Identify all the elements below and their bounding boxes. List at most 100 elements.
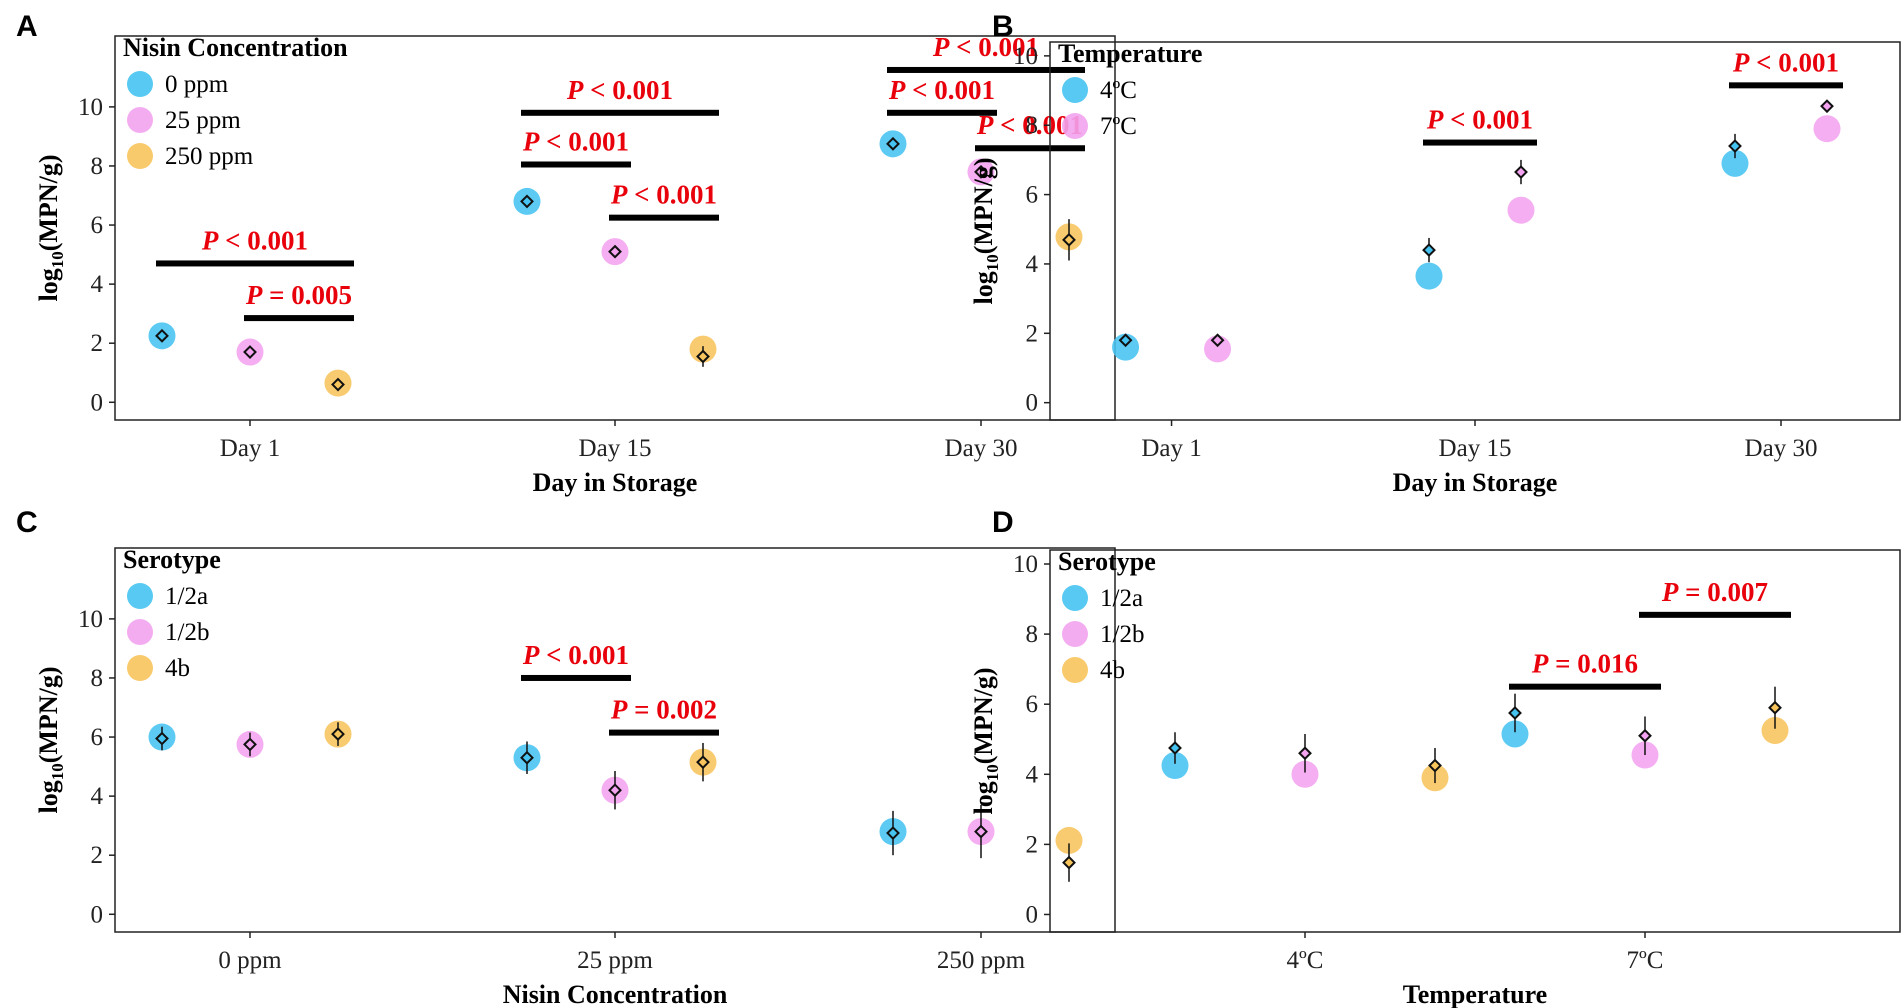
significance-bar	[1729, 82, 1843, 89]
panel-c: C 0 2 4 6 8 10 0 ppm 25 ppm 250 ppm Nisin Concentr…	[16, 506, 1116, 1008]
mean-diamond	[1422, 243, 1436, 257]
y-tick-label: 6	[91, 212, 104, 239]
legend-entry: 1/2a	[1100, 585, 1143, 612]
mean-diamond	[1062, 855, 1076, 870]
y-axis-title: log10(MPN/g)	[969, 668, 1002, 815]
x-tick-label: Day 1	[1141, 435, 1201, 462]
mean-diamond	[1062, 232, 1076, 247]
legend: Serotype 1/2a 1/2b 4b	[1058, 547, 1156, 684]
data-point	[1761, 716, 1789, 744]
x-tick-label: 0 ppm	[218, 947, 282, 974]
significance-bar	[521, 674, 631, 681]
y-tick-label: 4	[91, 271, 104, 298]
legend-marker	[127, 143, 153, 169]
x-axis-title: Day in Storage	[533, 468, 698, 497]
y-tick-label: 8	[91, 665, 104, 692]
y-tick-label: 10	[1013, 43, 1038, 70]
significance-bar	[521, 161, 631, 168]
data-point	[1161, 752, 1189, 780]
legend-title: Serotype	[123, 545, 221, 574]
x-tick-label: Day 1	[220, 435, 280, 462]
legend-marker	[127, 583, 153, 609]
legend-title: Temperature	[1058, 39, 1202, 68]
significance-label: P = 0.005	[245, 280, 352, 310]
significance-label: P = 0.007	[1661, 577, 1768, 607]
y-tick-label: 2	[91, 330, 104, 357]
legend-title: Serotype	[1058, 547, 1156, 576]
y-tick-label: 6	[91, 724, 104, 751]
legend-entry: 7ºC	[1100, 113, 1137, 140]
x-axis-title: Temperature	[1403, 980, 1547, 1008]
significance-bar	[887, 66, 1085, 73]
mean-diamond	[886, 826, 900, 840]
x-tick-label: Day 30	[1745, 435, 1818, 462]
panel-d: D 0 2 4 6 8 10 4ºC 7ºC Temperature log10(MPN/g) Ser…	[969, 506, 1901, 1008]
y-tick-label: 10	[1013, 551, 1038, 578]
y-axis-title: log10(MPN/g)	[34, 155, 67, 302]
y-tick-label: 10	[78, 94, 103, 121]
plot-frame	[1049, 549, 1901, 933]
x-tick-label: Day 30	[945, 435, 1018, 462]
mean-diamond	[1514, 165, 1528, 179]
mean-diamond	[155, 731, 169, 746]
data-point	[1112, 333, 1140, 361]
data-point	[1291, 760, 1319, 788]
mean-diamond	[974, 824, 988, 839]
mean-diamond	[974, 164, 988, 179]
legend-entry: 4b	[165, 655, 190, 682]
panel-letter: D	[992, 506, 1014, 539]
mean-diamond	[1508, 706, 1522, 720]
panel-letter: A	[16, 10, 38, 43]
data-point	[1721, 149, 1749, 177]
mean-diamond	[1768, 700, 1782, 715]
significance-label: P < 0.001	[1732, 47, 1839, 77]
mean-diamond	[520, 194, 534, 209]
x-tick-label: 250 ppm	[937, 947, 1026, 974]
legend-marker	[1062, 77, 1088, 103]
legend-marker	[127, 107, 153, 133]
data-point	[1507, 196, 1535, 224]
data-point	[1204, 335, 1232, 363]
mean-diamond	[1638, 728, 1652, 743]
mean-diamond	[608, 783, 622, 798]
significance-bar	[1639, 611, 1791, 618]
y-tick-label: 2	[1026, 320, 1039, 347]
mean-diamond	[696, 755, 710, 770]
x-axis-title: Day in Storage	[1393, 468, 1558, 497]
y-tick-label: 6	[1026, 691, 1039, 718]
y-tick-label: 0	[1026, 901, 1039, 928]
legend-marker	[1062, 585, 1088, 611]
significance-bar	[244, 315, 354, 322]
legend-marker	[1062, 621, 1088, 647]
mean-diamond	[1118, 333, 1133, 348]
significance-bar	[609, 729, 719, 736]
legend-entry: 4b	[1100, 657, 1125, 684]
mean-diamond	[243, 345, 257, 359]
mean-diamond	[331, 727, 345, 742]
panel-a: A 0 2 4 6 8 10 Day 1 Day 15 Day 30 Day in Storage l…	[16, 10, 1116, 497]
significance-label: P < 0.001	[201, 225, 308, 255]
legend-title: Nisin Concentration	[123, 33, 348, 62]
mean-diamond	[886, 136, 900, 151]
legend-marker	[1062, 113, 1088, 139]
legend-entry: 1/2b	[1100, 621, 1144, 648]
y-tick-label: 8	[1026, 621, 1039, 648]
significance-bar	[521, 109, 719, 116]
significance-bar	[609, 214, 719, 221]
significance-label: P < 0.001	[522, 126, 629, 156]
y-tick-label: 10	[78, 606, 103, 633]
significance-label: P < 0.001	[932, 32, 1039, 62]
significance-label: P < 0.001	[522, 640, 629, 670]
legend-marker	[1062, 657, 1088, 683]
mean-diamond	[243, 737, 257, 752]
y-tick-label: 8	[91, 153, 104, 180]
data-point	[1415, 262, 1443, 290]
legend-marker	[127, 619, 153, 645]
mean-diamond	[155, 328, 169, 343]
panel-b: B 0 2 4 6 8 10 Day 1 Day 15 Day 30 Day in Storage l…	[969, 10, 1901, 497]
plot-frame	[114, 547, 1116, 933]
mean-diamond	[1168, 741, 1182, 755]
legend-entry: 1/2b	[165, 619, 209, 646]
y-tick-label: 0	[1026, 390, 1039, 417]
